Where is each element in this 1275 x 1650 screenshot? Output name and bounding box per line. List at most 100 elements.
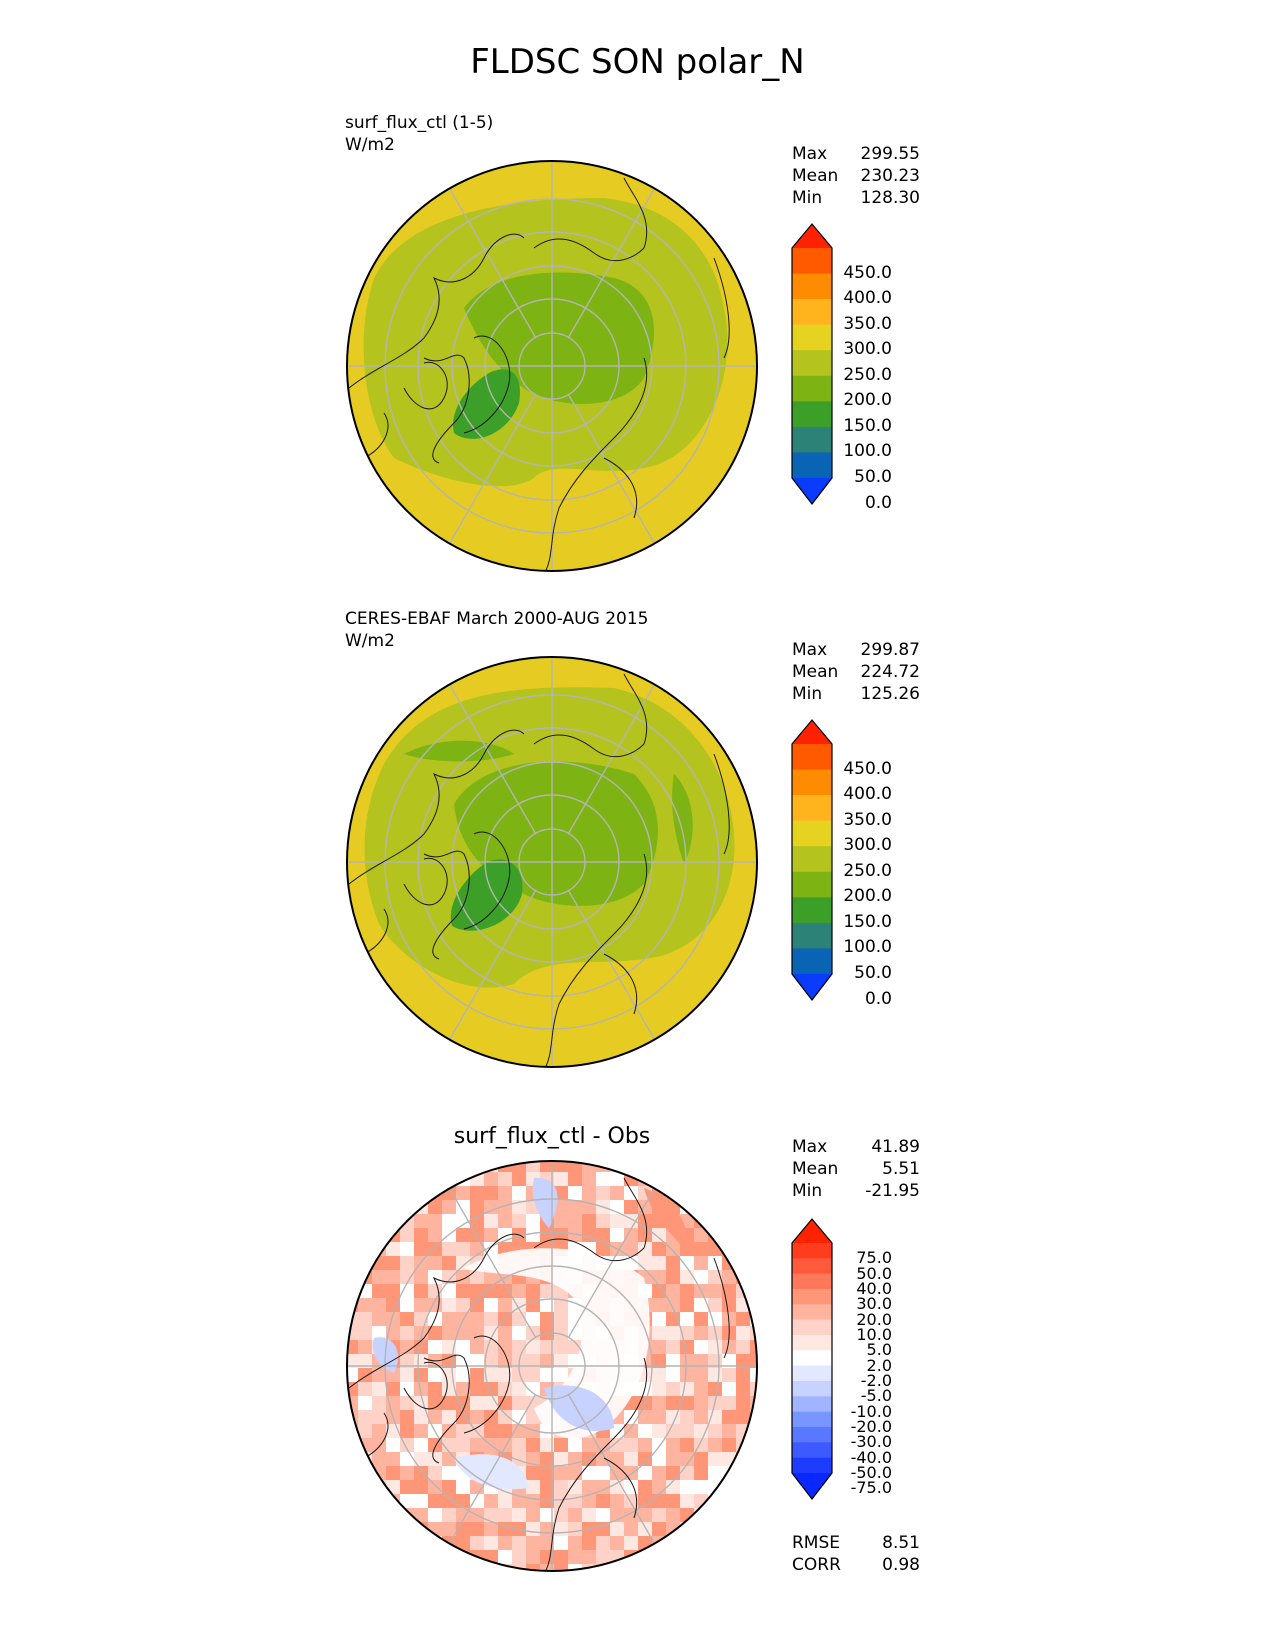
field-cell [428,1410,442,1424]
field-cell [386,1522,400,1536]
colorbar-segment [792,1273,832,1290]
field-cell [512,1382,526,1396]
field-cell [372,1550,386,1564]
field-cell [428,1452,442,1466]
field-cell [736,1161,750,1172]
stat-max-value: 41.89 [871,1137,920,1157]
field-cell [400,1410,414,1424]
field-cell [442,1382,456,1396]
field-cell [736,1410,750,1424]
field-cell [414,1368,428,1382]
colorbar-tick-label: 2.0 [866,1355,892,1375]
field-cell [736,1214,750,1228]
field-cell [666,1480,680,1494]
field-cell [750,1522,757,1536]
field-cell [442,1242,456,1256]
field-cell [624,1200,638,1214]
meridian-line [448,1188,537,1338]
colorbar-segment [792,1258,832,1275]
field-cell [750,1214,757,1228]
field-cell [428,1396,442,1410]
field-cell [400,1452,414,1466]
field-cell [400,1284,414,1298]
field-cell [347,1326,358,1340]
field-region [450,859,523,931]
field-cell [386,1161,400,1172]
field-region [644,1188,687,1248]
field-cell [680,1452,694,1466]
field-cell [428,1494,442,1508]
field-cell [414,1298,428,1312]
field-cell [484,1298,498,1312]
field-cell [414,1172,428,1186]
field-cell [512,1410,526,1424]
stats-block: Max 41.89 Mean 5.51 Min -21.95 [792,1136,920,1202]
field-cell [694,1298,708,1312]
field-cell [750,1200,757,1214]
field-cell [358,1382,372,1396]
field-cell [540,1480,554,1494]
coastline [423,354,470,464]
field-cell [470,1200,484,1214]
field-cell [652,1242,666,1256]
field-cell [652,1172,666,1186]
map-field [347,161,757,571]
field-cell [526,1354,540,1368]
field-cell [722,1438,736,1452]
coastline [713,257,730,359]
colorbar-tick-label: 10.0 [856,1325,892,1344]
field-cell [638,1494,652,1508]
field-cell [358,1564,372,1571]
colorbar-tick-label: 100.0 [843,937,892,958]
field-cell [400,1396,414,1410]
field-cell [652,1410,666,1424]
field-cell [722,1424,736,1438]
field-cell [582,1508,596,1522]
field-cell [722,1200,736,1214]
field-cell [554,1564,568,1571]
field-cell [708,1508,722,1522]
field-cell [400,1312,414,1326]
field-cell [347,1438,358,1452]
field-cell [680,1536,694,1550]
colorbar-segment [792,948,832,975]
field-cell [582,1480,596,1494]
field-cell [347,1508,358,1522]
field-cell [484,1536,498,1550]
field-cell [386,1298,400,1312]
coastline [463,335,511,434]
coastline [403,361,448,410]
field-cell [666,1438,680,1452]
field-cell [386,1312,400,1326]
field-cell [750,1298,757,1312]
field-cell [414,1312,428,1326]
colorbar-segment [792,1289,832,1305]
colorbar-segment [792,795,832,822]
field-cell [736,1396,750,1410]
field-cell [736,1312,750,1326]
colorbar-extend-bottom [792,974,832,1000]
field-cell [750,1466,757,1480]
field-cell [750,1382,757,1396]
colorbar-tick-label: -5.0 [860,1386,892,1406]
field-cell [708,1256,722,1270]
field-cell [484,1522,498,1536]
field-cell [372,1270,386,1284]
colorbar-segment [792,1427,832,1443]
field-cell [456,1564,470,1571]
field-cell [722,1172,736,1186]
field-cell [414,1452,428,1466]
field-cell [358,1172,372,1186]
field-cell [568,1312,582,1326]
field-cell [484,1214,498,1228]
field-cell [638,1522,652,1536]
colorbar-tick-label: 350.0 [843,809,892,830]
field-cell [750,1172,757,1186]
field-cell [512,1396,526,1410]
field-cell [347,1270,358,1284]
coastline [348,1233,525,1389]
field-cell [428,1368,442,1382]
field-cell [652,1284,666,1298]
field-cell [526,1396,540,1410]
field-cell [722,1396,736,1410]
